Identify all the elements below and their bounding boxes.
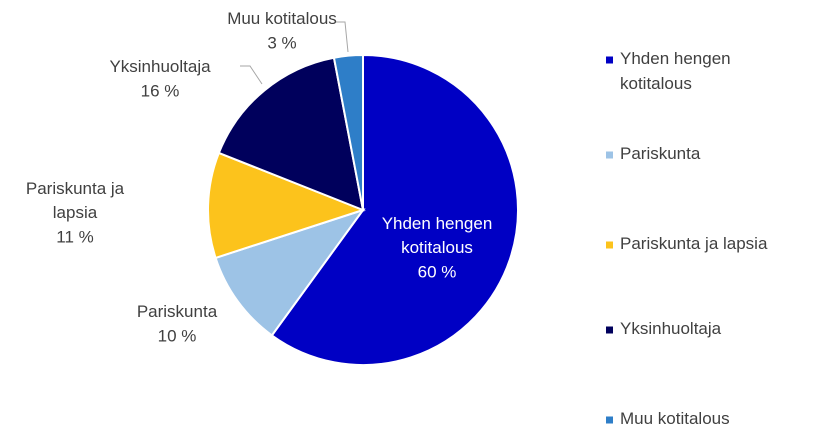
legend-marker xyxy=(606,151,613,159)
data-label-value: 10 % xyxy=(158,326,197,345)
legend-label: Muu kotitalous xyxy=(620,409,730,428)
data-label: Muu kotitalous xyxy=(227,9,337,28)
legend-label: Pariskunta xyxy=(620,144,701,163)
legend-marker xyxy=(606,241,613,249)
legend-label: Yksinhuoltaja xyxy=(620,319,722,338)
data-label: Pariskunta xyxy=(137,302,218,321)
pie-slice xyxy=(332,53,364,211)
pie-slice xyxy=(207,151,366,260)
pie-slice xyxy=(217,56,365,212)
data-label-value: 16 % xyxy=(141,81,180,100)
pie-slice xyxy=(270,53,519,366)
legend-label: Pariskunta ja lapsia xyxy=(620,234,768,253)
data-label: Yhden hengen kotitalous xyxy=(382,214,493,257)
data-label-value: 11 % xyxy=(56,227,94,246)
legend-marker xyxy=(606,416,613,424)
leader-line xyxy=(336,21,349,53)
legend-marker xyxy=(606,326,613,334)
data-label-value: 3 % xyxy=(267,33,296,52)
data-label: Pariskunta ja lapsia xyxy=(26,179,125,222)
data-label-value: 60 % xyxy=(418,262,457,281)
legend-label: Yhden hengen kotitalous xyxy=(620,49,731,93)
leader-line xyxy=(240,65,263,85)
legend-marker xyxy=(606,56,613,64)
pie-slice xyxy=(214,208,366,337)
data-label: Yksinhuoltaja xyxy=(109,57,211,76)
